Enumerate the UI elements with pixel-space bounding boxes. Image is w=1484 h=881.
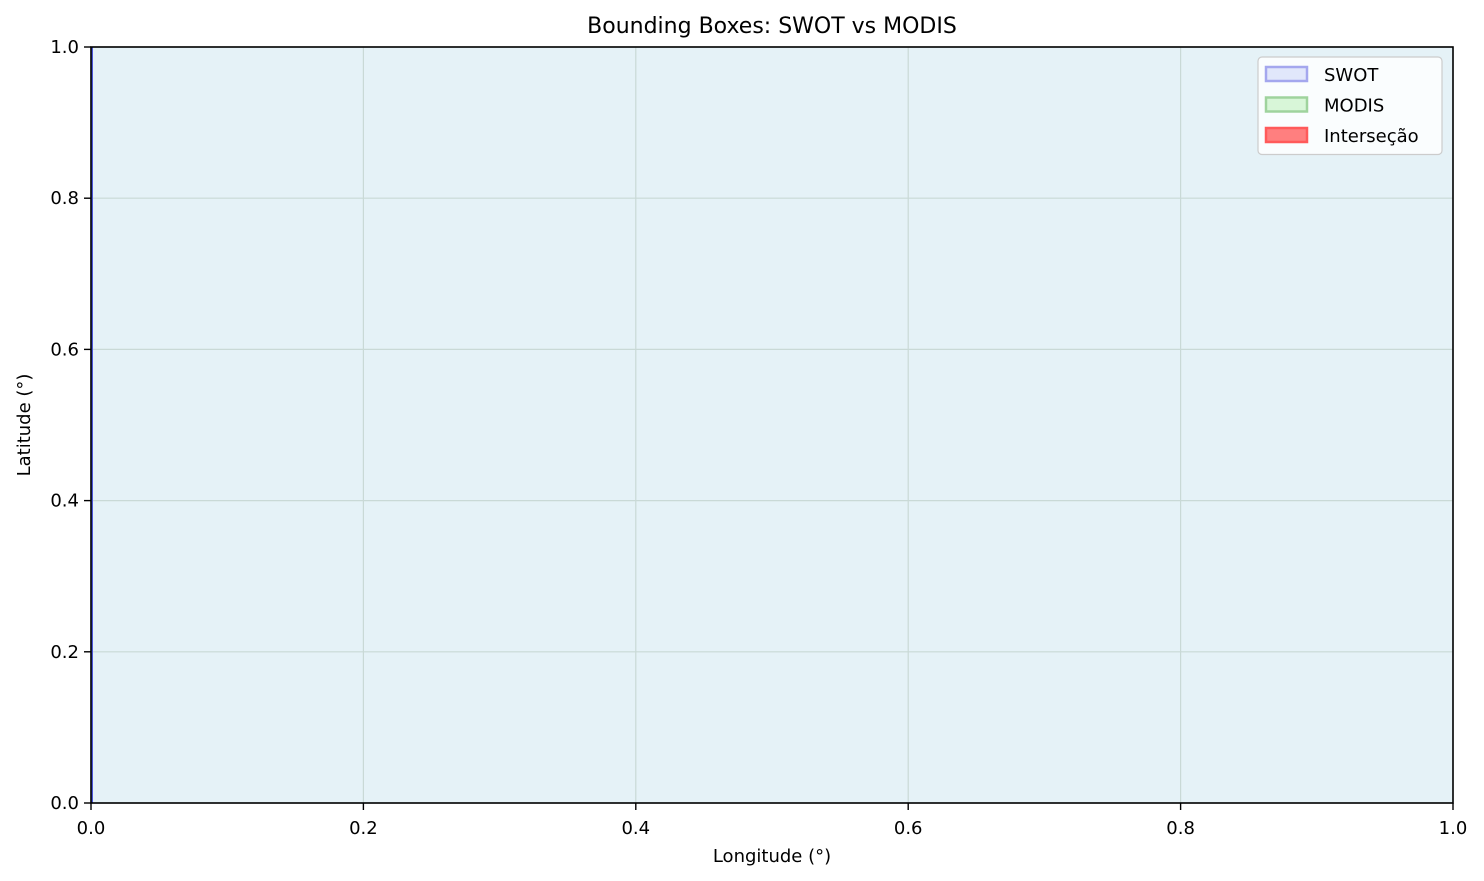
y-tick-label-2: 0.4 (50, 491, 79, 512)
y-tick-label-3: 0.6 (50, 339, 79, 360)
x-tick-label-3: 0.6 (894, 818, 923, 839)
legend-label-1: MODIS (1324, 96, 1384, 117)
y-tick-label-0: 0.0 (50, 793, 79, 814)
x-axis-label: Longitude (°) (713, 846, 831, 867)
plot-frame (90, 46, 1454, 804)
legend-label-2: Interseção (1324, 126, 1419, 147)
y-axis-label: Latitude (°) (14, 374, 35, 477)
legend-swatch-0 (1264, 65, 1309, 83)
x-tick-label-1: 0.2 (349, 818, 378, 839)
x-tick-label-2: 0.4 (621, 818, 650, 839)
x-tick-label-4: 0.8 (1166, 818, 1195, 839)
x-tick-label-0: 0.0 (77, 818, 106, 839)
y-tick-label-4: 0.8 (50, 188, 79, 209)
chart-title: Bounding Boxes: SWOT vs MODIS (587, 14, 957, 39)
y-tick-label-5: 1.0 (50, 37, 79, 58)
legend-label-0: SWOT (1324, 65, 1379, 86)
plot-area (91, 47, 1453, 803)
y-tick-label-1: 0.2 (50, 642, 79, 663)
legend-swatch-2 (1264, 126, 1309, 144)
x-axis-ticks: 0.0 0.2 0.4 0.6 0.8 1.0 (77, 803, 1468, 839)
x-tick-label-5: 1.0 (1439, 818, 1468, 839)
y-axis-ticks: 0.0 0.2 0.4 0.6 0.8 1.0 (50, 37, 91, 814)
legend-swatch-1 (1264, 96, 1309, 113)
legend: SWOT MODIS Interseção (1257, 56, 1443, 156)
